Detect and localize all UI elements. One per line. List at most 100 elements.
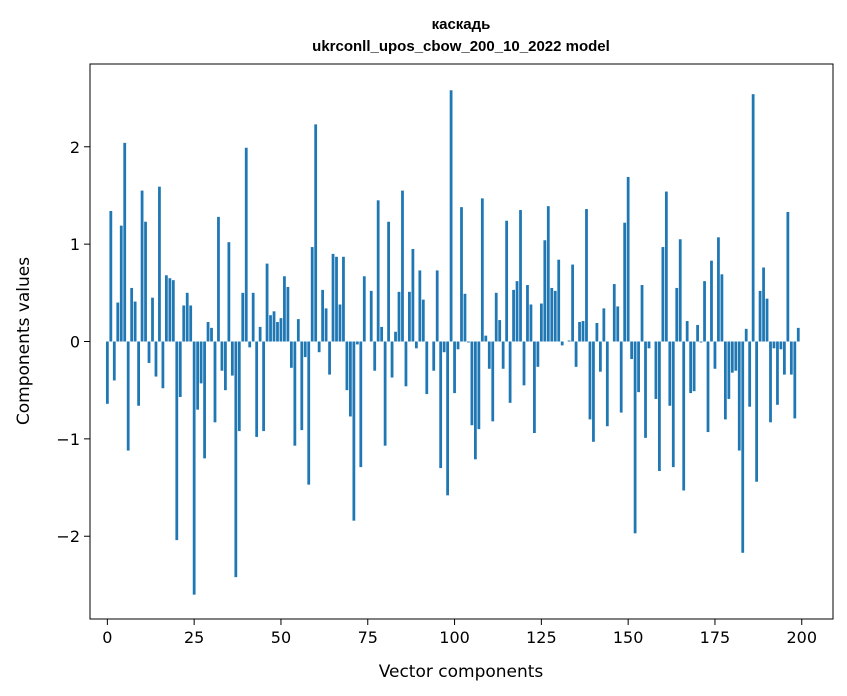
bar-130 [557, 259, 561, 342]
bar-97 [442, 341, 446, 353]
bar-4 [119, 225, 123, 342]
bar-12 [147, 341, 151, 363]
bar-23 [185, 292, 189, 342]
bar-10 [140, 190, 144, 342]
bar-37 [234, 341, 238, 578]
bar-9 [137, 341, 140, 406]
bar-22 [182, 305, 186, 342]
bar-117 [512, 289, 515, 342]
bar-80 [383, 341, 387, 446]
bar-78 [376, 200, 380, 342]
x-axis-ticks: 0 25 50 75 100 125 150 175 200 [102, 619, 817, 647]
bar-61 [317, 341, 321, 353]
bar-50 [279, 318, 283, 342]
bar-183 [741, 341, 745, 553]
chart-title: каскадь [432, 16, 491, 33]
bar-90 [418, 270, 422, 342]
bar-159 [658, 341, 661, 471]
bar-163 [671, 341, 675, 468]
bar-2 [112, 341, 116, 381]
bar-104 [467, 341, 470, 343]
bar-46 [265, 263, 269, 342]
bar-128 [550, 287, 554, 342]
bar-84 [397, 291, 401, 342]
bar-168 [689, 341, 693, 394]
bar-67 [338, 304, 342, 342]
bar-99 [449, 90, 453, 342]
bar-13 [151, 297, 154, 342]
bar-52 [286, 286, 290, 342]
bar-106 [474, 341, 477, 460]
bar-167 [685, 321, 689, 342]
bar-114 [501, 341, 505, 369]
bar-174 [710, 260, 713, 342]
bar-115 [505, 220, 509, 342]
x-tick-label-125: 125 [526, 628, 557, 647]
x-tick-label-25: 25 [184, 628, 204, 647]
bar-33 [220, 341, 224, 371]
bar-176 [717, 237, 720, 342]
bar-36 [230, 341, 234, 376]
bar-42 [251, 292, 255, 342]
bar-122 [529, 304, 533, 342]
bar-139 [588, 341, 592, 420]
bar-127 [546, 206, 550, 342]
bar-77 [373, 341, 377, 371]
bar-162 [668, 341, 672, 406]
bar-129 [553, 290, 557, 342]
bar-29 [206, 322, 210, 342]
bar-94 [432, 341, 436, 371]
bar-57 [303, 341, 307, 358]
bar-8 [133, 301, 137, 342]
x-tick-label-75: 75 [358, 628, 378, 647]
bar-154 [640, 285, 644, 342]
bar-193 [776, 341, 779, 405]
x-tick-label-50: 50 [271, 628, 291, 647]
chart-subtitle: ukrconll_upos_cbow_200_10_2022 model [312, 38, 610, 55]
bar-109 [484, 335, 488, 342]
bar-156 [647, 341, 651, 349]
bar-59 [310, 247, 314, 342]
bar-164 [675, 287, 679, 342]
bar-89 [414, 341, 418, 349]
bar-102 [460, 207, 463, 342]
bar-121 [526, 285, 529, 342]
bar-69 [345, 341, 349, 391]
bar-66 [335, 256, 338, 342]
bar-1 [109, 211, 113, 342]
bar-158 [654, 341, 658, 399]
bar-148 [619, 341, 623, 413]
bar-186 [751, 94, 755, 342]
bar-92 [425, 341, 429, 395]
bar-169 [692, 341, 696, 392]
bar-120 [522, 341, 526, 386]
bar-76 [369, 290, 373, 342]
bar-195 [783, 341, 786, 375]
bar-26 [196, 341, 200, 410]
bar-74 [362, 276, 366, 342]
bar-70 [349, 341, 352, 417]
bar-190 [765, 298, 769, 342]
bar-185 [748, 341, 752, 407]
x-tick-label-100: 100 [439, 628, 470, 647]
bar-45 [262, 341, 265, 432]
bar-123 [533, 341, 536, 434]
bar-91 [421, 299, 425, 342]
bar-81 [387, 221, 390, 342]
bar-82 [390, 341, 394, 378]
bar-140 [592, 341, 595, 442]
bar-189 [762, 267, 765, 342]
bar-96 [439, 341, 443, 469]
bar-79 [380, 326, 384, 342]
bar-161 [664, 191, 668, 342]
bar-119 [519, 210, 522, 342]
x-tick-label-200: 200 [786, 628, 817, 647]
bar-188 [758, 290, 762, 342]
bar-179 [727, 341, 731, 399]
bar-30 [210, 327, 213, 342]
bar-147 [616, 306, 620, 342]
bar-137 [581, 321, 585, 342]
x-axis-label: Vector components [379, 662, 544, 682]
bar-20 [175, 341, 179, 541]
bar-125 [539, 303, 543, 342]
